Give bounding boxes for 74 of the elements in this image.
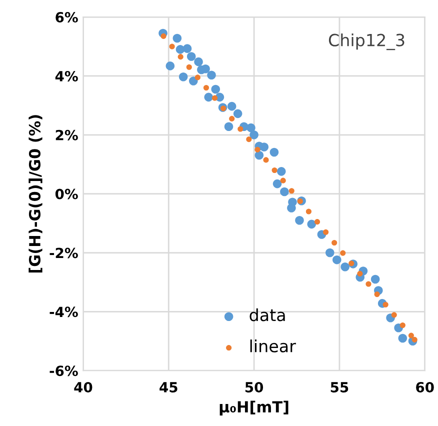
y-tick-label: -2% — [50, 248, 78, 258]
point — [270, 148, 279, 157]
point — [332, 255, 342, 264]
point — [254, 146, 260, 152]
point — [204, 92, 213, 102]
point — [400, 322, 406, 328]
point — [408, 332, 414, 338]
point — [238, 126, 244, 132]
point — [178, 72, 188, 82]
point — [370, 274, 380, 284]
x-tick-label: 50 — [245, 382, 264, 392]
x-axis-title: μ₀H[mT] — [220, 400, 288, 416]
point — [207, 70, 216, 80]
point — [340, 250, 346, 256]
legend-label: data — [250, 308, 285, 322]
point — [306, 208, 312, 214]
point — [391, 312, 397, 318]
x-tick-label: 60 — [416, 382, 434, 392]
point — [295, 216, 304, 225]
point — [288, 188, 294, 194]
y-tick-label: -4% — [50, 306, 78, 318]
point — [314, 219, 320, 225]
point — [272, 167, 278, 174]
point — [166, 62, 175, 70]
point — [340, 262, 350, 272]
point — [272, 179, 282, 188]
y-tick-label: 6% — [56, 12, 78, 23]
point — [178, 54, 184, 60]
point — [246, 123, 256, 132]
point — [263, 157, 269, 163]
point — [357, 270, 363, 276]
point — [280, 187, 289, 196]
point — [172, 34, 182, 43]
point — [194, 57, 203, 66]
point — [211, 84, 220, 94]
point — [325, 248, 334, 258]
point — [186, 52, 196, 61]
point — [276, 167, 286, 176]
point — [169, 44, 175, 50]
point — [224, 122, 234, 132]
point — [160, 33, 166, 39]
point — [194, 74, 200, 80]
point — [280, 178, 286, 184]
point — [348, 260, 354, 266]
point — [189, 76, 198, 86]
point — [182, 44, 192, 53]
point — [366, 281, 372, 287]
point — [287, 204, 296, 212]
x-tick-label: 55 — [330, 382, 348, 392]
point — [398, 334, 408, 343]
y-tick-label: 0% — [55, 188, 78, 200]
point — [203, 84, 209, 91]
y-tick-label: 2% — [56, 130, 78, 140]
point — [297, 198, 303, 204]
text: Chip12_3 — [328, 33, 404, 50]
point — [227, 102, 236, 111]
point — [250, 130, 258, 140]
point — [374, 292, 380, 298]
y-axis-title: [G(H)-G(0)]/G0 (%) — [28, 115, 42, 273]
point — [382, 302, 388, 308]
point — [332, 240, 338, 246]
point — [323, 229, 329, 235]
point — [254, 150, 264, 160]
point — [233, 109, 242, 118]
point — [212, 95, 218, 101]
x-tick-label: 40 — [74, 382, 92, 392]
point — [229, 116, 235, 122]
point — [186, 64, 192, 70]
legend-label: linear — [250, 339, 296, 352]
y-tick-label: -6% — [50, 366, 78, 376]
y-tick-label: 4% — [55, 70, 78, 82]
point — [246, 136, 252, 142]
x-tick-label: 45 — [160, 382, 178, 392]
point — [307, 220, 316, 229]
